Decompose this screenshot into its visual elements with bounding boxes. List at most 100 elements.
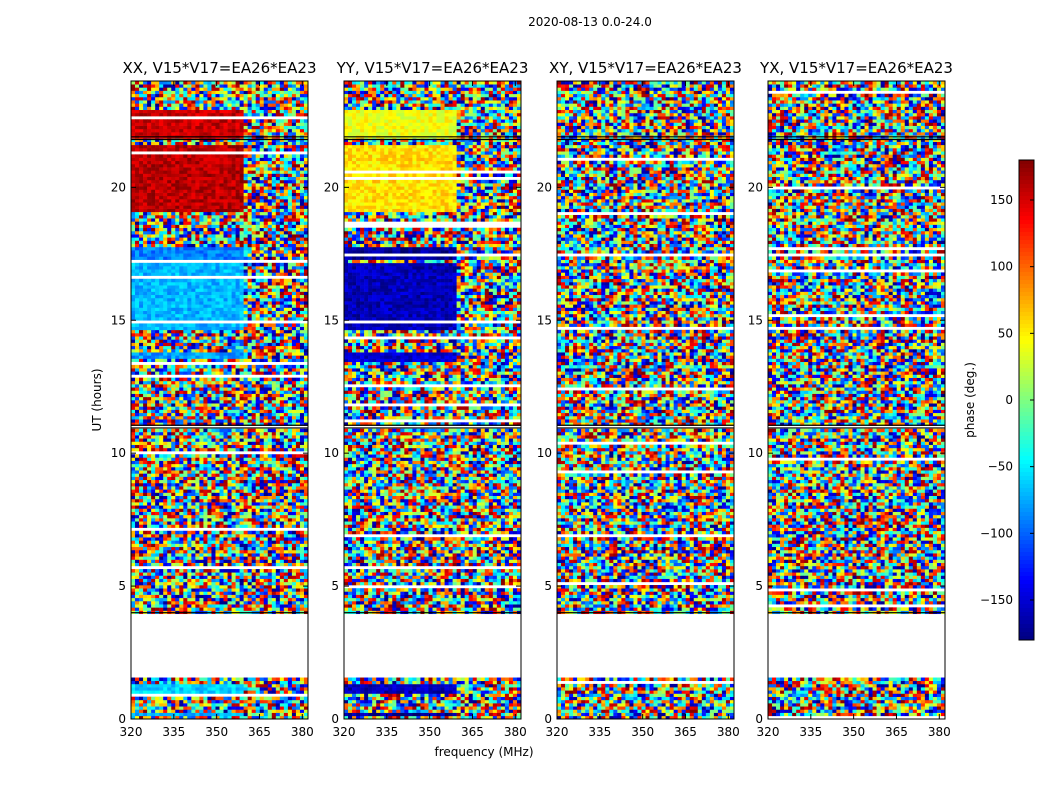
heatmap-cell (135, 559, 140, 563)
heatmap-cell (175, 336, 180, 340)
heatmap-cell (235, 572, 240, 576)
heatmap-cell (251, 419, 256, 423)
heatmap-cell (223, 502, 228, 506)
heatmap-cell (275, 281, 281, 286)
heatmap-cell (223, 604, 228, 608)
heatmap-cell (279, 687, 285, 691)
heatmap-cell (131, 304, 136, 308)
heatmap-cell (239, 422, 244, 426)
heatmap-cell (231, 313, 236, 318)
heatmap-cell (283, 709, 289, 713)
heatmap-cell (211, 435, 216, 439)
heatmap-cell (259, 706, 265, 710)
heatmap-cell (183, 524, 188, 528)
heatmap-cell (219, 600, 224, 605)
heatmap-cell (243, 348, 248, 353)
heatmap-cell (287, 345, 293, 350)
heatmap-cell (295, 505, 301, 509)
heatmap-cell (259, 454, 265, 458)
heatmap-cell (219, 677, 224, 682)
heatmap-cell (247, 304, 252, 308)
heatmap-cell (275, 390, 281, 394)
heatmap-cell (239, 380, 244, 385)
heatmap-cell (195, 482, 200, 487)
heatmap-cell (167, 709, 172, 713)
heatmap-cell (163, 393, 168, 398)
heatmap-cell (259, 473, 265, 477)
heatmap-cell (207, 329, 212, 334)
heatmap-cell (143, 562, 148, 567)
heatmap-cell (271, 690, 277, 694)
heatmap-cell (255, 585, 261, 589)
heatmap-cell (207, 438, 212, 442)
heatmap-cell (271, 476, 277, 481)
heatmap-cell (267, 540, 273, 544)
heatmap-cell (171, 476, 176, 481)
heatmap-cell (175, 597, 180, 602)
heatmap-cell (287, 435, 293, 439)
heatmap-cell (175, 307, 180, 311)
heatmap-cell (299, 530, 305, 535)
heatmap-cell (287, 549, 293, 554)
heatmap-cell (159, 585, 164, 589)
heatmap-cell (283, 575, 289, 579)
heatmap-cell (239, 581, 244, 586)
heatmap-cell (215, 457, 220, 461)
heatmap-cell (171, 345, 176, 350)
heatmap-cell (147, 317, 152, 321)
heatmap-cell (159, 384, 164, 388)
heatmap-cell (267, 441, 273, 445)
heatmap-cell (271, 396, 277, 401)
heatmap-cell (167, 358, 172, 363)
heatmap-cell (179, 444, 184, 449)
heatmap-cell (263, 703, 269, 707)
heatmap-cell (303, 476, 308, 481)
heatmap-cell (279, 607, 285, 611)
heatmap-cell (187, 441, 192, 445)
heatmap-cell (167, 703, 172, 707)
heatmap-cell (151, 390, 156, 394)
heatmap-cell (235, 435, 240, 439)
heatmap-cell (279, 377, 285, 382)
heatmap-cell (131, 699, 136, 704)
heatmap-cell (163, 537, 168, 541)
heatmap-cell (227, 591, 232, 595)
heatmap-cell (171, 266, 176, 270)
heatmap-cell (287, 680, 293, 685)
heatmap-cell (163, 486, 168, 490)
heatmap-cell (139, 380, 144, 385)
heatmap-cell (147, 537, 152, 541)
heatmap-cell (299, 384, 305, 388)
heatmap-cell (275, 597, 281, 602)
heatmap-cell (299, 368, 305, 372)
heatmap-cell (139, 457, 144, 461)
heatmap-cell (131, 508, 136, 512)
heatmap-cell (255, 600, 261, 605)
heatmap-cell (271, 680, 277, 685)
heatmap-cell (215, 291, 220, 296)
heatmap-cell (147, 578, 152, 583)
heatmap-cell (183, 607, 188, 611)
heatmap-cell (155, 696, 160, 701)
heatmap-cell (171, 307, 176, 311)
heatmap-cell (203, 355, 208, 359)
heatmap-cell (279, 326, 285, 331)
heatmap-cell (139, 339, 144, 343)
heatmap-cell (215, 339, 220, 343)
heatmap-cell (223, 569, 228, 573)
heatmap-cell (303, 409, 308, 414)
heatmap-cell (255, 715, 261, 719)
heatmap-cell (267, 387, 273, 391)
heatmap-cell (295, 508, 301, 512)
heatmap-cell (283, 272, 289, 276)
heatmap-cell (187, 540, 192, 544)
heatmap-cell (195, 559, 200, 563)
heatmap-cell (203, 591, 208, 595)
heatmap-cell (271, 281, 277, 286)
heatmap-cell (251, 355, 256, 359)
heatmap-cell (259, 524, 265, 528)
heatmap-cell (263, 549, 269, 554)
heatmap-cell (179, 597, 184, 602)
heatmap-cell (259, 288, 265, 292)
heatmap-cell (283, 393, 289, 398)
